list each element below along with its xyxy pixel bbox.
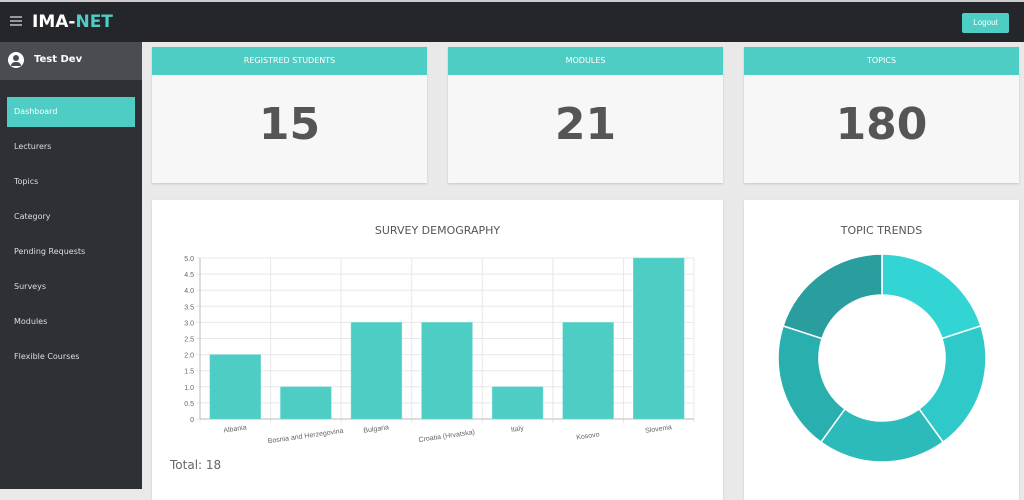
bar bbox=[491, 386, 544, 420]
stat-card-students: REGISTRED STUDENTS 15 bbox=[152, 47, 427, 183]
y-tick-label: 1.0 bbox=[184, 385, 194, 392]
topic-trends-card: TOPIC TRENDS bbox=[744, 200, 1019, 500]
logo[interactable]: IMA-NET bbox=[32, 12, 113, 32]
bar bbox=[421, 322, 473, 420]
y-tick-label: 4.5 bbox=[184, 272, 194, 279]
bar-chart: 0 0.5 1.0 1.5 2.0 2.5 3.0 3.5 4.0 4.5 5.0 Albania Bo… bbox=[184, 256, 695, 446]
x-tick-label: Kosovo bbox=[576, 431, 600, 441]
y-tick-label: 5.0 bbox=[184, 256, 194, 263]
logo-text: IMA- bbox=[32, 12, 76, 32]
donut-slice bbox=[782, 253, 883, 340]
sidebar-item-dashboard[interactable]: Dashboard bbox=[7, 97, 135, 127]
sidebar-item-surveys[interactable]: Surveys bbox=[14, 282, 46, 291]
y-tick-label: 1.5 bbox=[184, 369, 194, 376]
stat-card-topics: TOPICS 180 bbox=[744, 47, 1019, 183]
x-tick-label: Croatia (Hrvatska) bbox=[418, 429, 475, 444]
y-tick-label: 4.0 bbox=[184, 288, 194, 295]
y-tick-label: 2.0 bbox=[184, 353, 194, 360]
bar bbox=[350, 322, 403, 420]
logout-button[interactable]: Logout bbox=[962, 13, 1009, 33]
x-tick-label: Italy bbox=[511, 425, 525, 434]
bar bbox=[280, 386, 332, 420]
sidebar-item-flexible-courses[interactable]: Flexible Courses bbox=[14, 352, 80, 361]
user-name: Test Dev bbox=[34, 54, 83, 65]
sidebar-item-modules[interactable]: Modules bbox=[14, 317, 48, 326]
stat-value: 180 bbox=[835, 99, 928, 150]
x-tick-label: Bosnia and Herzegovina bbox=[267, 428, 344, 446]
chart-title: SURVEY DEMOGRAPHY bbox=[374, 224, 501, 237]
x-tick-label: Bulgaria bbox=[363, 424, 390, 435]
bar bbox=[562, 322, 614, 420]
y-tick-label: 3.0 bbox=[184, 320, 194, 327]
user-profile: Test Dev bbox=[0, 42, 142, 80]
y-tick-label: 3.5 bbox=[184, 304, 194, 311]
sidebar-item-lecturers[interactable]: Lecturers bbox=[14, 142, 52, 151]
stat-value: 21 bbox=[554, 99, 617, 150]
user-avatar-icon bbox=[8, 52, 24, 68]
stat-label: TOPICS bbox=[744, 47, 1019, 75]
top-bar: IMA-NET Logout bbox=[0, 0, 1024, 42]
hamburger-menu-icon[interactable] bbox=[10, 16, 22, 26]
sidebar: Test Dev Dashboard Lecturers Topics Cate… bbox=[0, 42, 142, 489]
x-tick-label: Slovenia bbox=[645, 424, 673, 435]
chart-title: TOPIC TRENDS bbox=[840, 224, 923, 237]
stat-card-modules: MODULES 21 bbox=[448, 47, 723, 183]
bar bbox=[209, 354, 261, 420]
sidebar-item-pending-requests[interactable]: Pending Requests bbox=[14, 247, 86, 256]
sidebar-item-topics[interactable]: Topics bbox=[14, 177, 39, 186]
y-tick-label: 2.5 bbox=[184, 337, 194, 344]
y-tick-label: 0.5 bbox=[184, 401, 194, 408]
stat-label: REGISTRED STUDENTS bbox=[152, 47, 427, 75]
survey-total: Total: 18 bbox=[170, 458, 222, 472]
logo-text-accent: NET bbox=[75, 12, 113, 32]
stat-value: 15 bbox=[258, 99, 321, 150]
survey-demography-card: SURVEY DEMOGRAPHY 0 0.5 1.0 1.5 2.0 2.5 3.0 3.5… bbox=[152, 200, 723, 500]
donut-slice bbox=[881, 253, 982, 340]
sidebar-item-category[interactable]: Category bbox=[14, 212, 51, 221]
bar bbox=[633, 257, 685, 420]
donut-chart bbox=[777, 253, 987, 463]
y-tick-label: 0 bbox=[190, 417, 194, 424]
x-tick-label: Albania bbox=[223, 424, 247, 434]
stat-label: MODULES bbox=[448, 47, 723, 75]
